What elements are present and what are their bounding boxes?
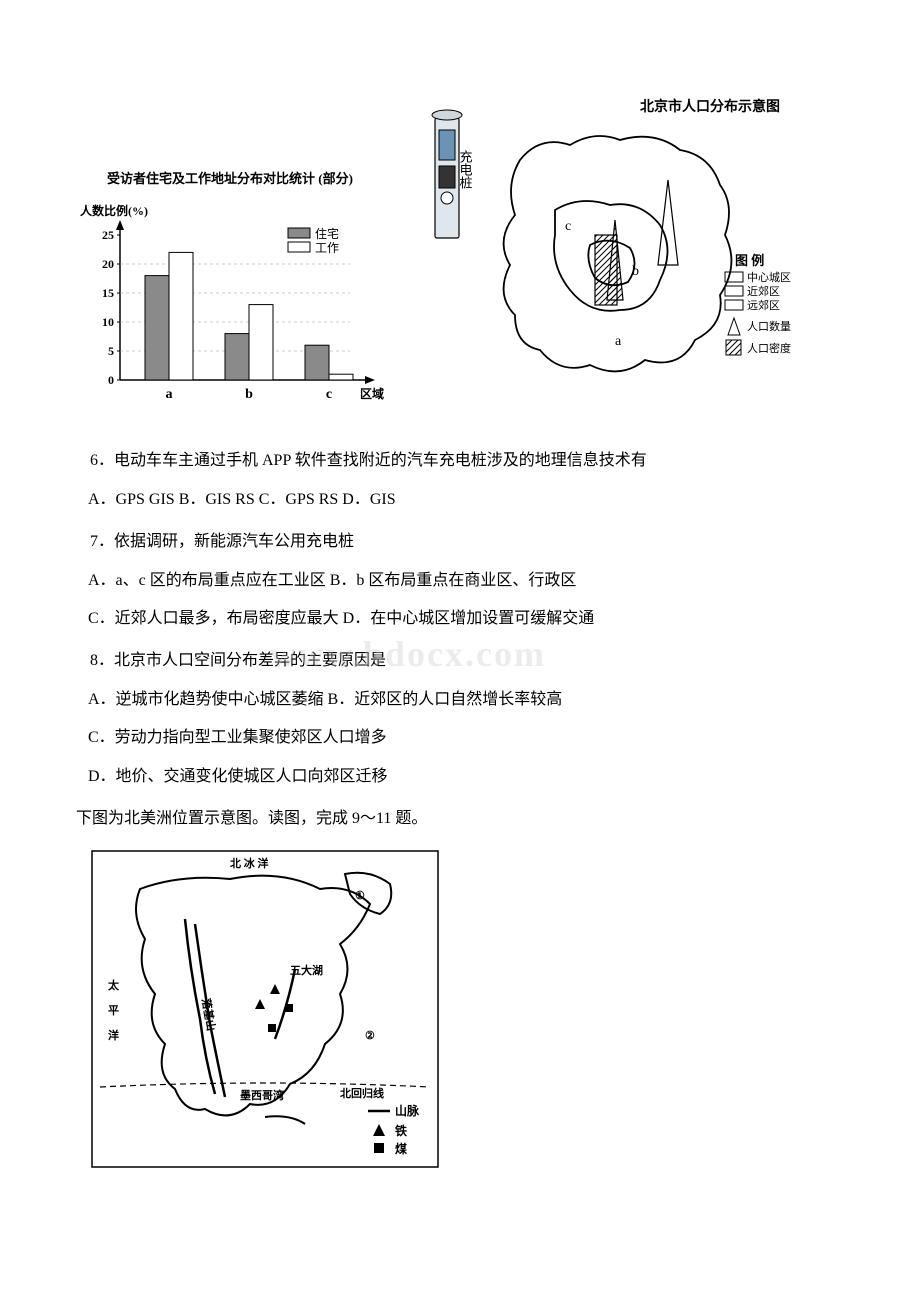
- svg-text:20: 20: [102, 257, 114, 271]
- svg-text:人口数量: 人口数量: [747, 320, 791, 333]
- svg-text:②: ②: [365, 1030, 375, 1042]
- bar-b-work: [249, 305, 273, 380]
- beijing-map-title: 北京市人口分布示意图: [640, 95, 780, 122]
- question-7-options-cd: C．近郊人口最多，布局密度应最大 D．在中心城区增加设置可缓解交通: [88, 604, 850, 634]
- question-6: 6．电动车车主通过手机 APP 软件查找附近的汽车充电桩涉及的地理信息技术有: [90, 446, 850, 476]
- question-7-options-ab: A．a、c 区的布局重点应在工业区 B．b 区布局重点在商业区、行政区: [88, 566, 850, 596]
- stem-9-11: 下图为北美洲位置示意图。读图，完成 9～11 题。: [76, 804, 850, 834]
- svg-text:图 例: 图 例: [735, 253, 764, 268]
- question-7: 7．依据调研，新能源汽车公用充电桩: [90, 527, 850, 557]
- svg-text:住宅: 住宅: [315, 226, 339, 241]
- svg-text:0: 0: [108, 373, 114, 387]
- north-america-map-container: 北 冰 洋 太 平 洋 ② ① 五大湖 墨西哥湾 北回归线 落基山 山脉 铁: [90, 849, 440, 1180]
- svg-text:15: 15: [102, 286, 114, 300]
- question-8: 8．北京市人口空间分布差异的主要原因是: [90, 646, 850, 676]
- question-8-options-ab: A．逆城市化趋势使中心城区萎缩 B．近郊区的人口自然增长率较高: [88, 685, 850, 715]
- svg-text:太: 太: [107, 978, 120, 992]
- svg-text:中心城区: 中心城区: [747, 271, 791, 284]
- question-6-options: A．GPS GIS B．GIS RS C．GPS RS D．GIS: [88, 485, 850, 515]
- beijing-map-svg: 充电桩 c b a: [420, 100, 800, 410]
- svg-text:充电桩: 充电桩: [458, 149, 473, 189]
- svg-text:近郊区: 近郊区: [747, 285, 780, 298]
- svg-text:五大湖: 五大湖: [290, 963, 323, 977]
- svg-text:工作: 工作: [315, 241, 339, 255]
- svg-text:北 冰 洋: 北 冰 洋: [230, 856, 269, 870]
- figure-row: 受访者住宅及工作地址分布对比统计 (部分) 人数比例(%) 0 5 10 15 …: [70, 100, 850, 421]
- charging-pile-inset: 充电桩: [432, 110, 473, 238]
- na-map-legend: 山脉 铁 煤: [368, 1103, 420, 1156]
- bar-chart-title: 受访者住宅及工作地址分布对比统计 (部分): [70, 167, 390, 192]
- svg-text:5: 5: [108, 344, 114, 358]
- svg-text:山脉: 山脉: [395, 1103, 420, 1118]
- svg-text:墨西哥湾: 墨西哥湾: [240, 1088, 284, 1102]
- svg-text:b: b: [245, 387, 253, 402]
- svg-text:人口密度: 人口密度: [747, 341, 791, 355]
- bar-c-home: [305, 345, 329, 380]
- svg-text:①: ①: [355, 890, 365, 902]
- svg-text:c: c: [326, 387, 332, 402]
- bar-chart-container: 受访者住宅及工作地址分布对比统计 (部分) 人数比例(%) 0 5 10 15 …: [70, 167, 390, 421]
- svg-text:平: 平: [108, 1004, 119, 1017]
- question-8-option-d: D．地价、交通变化使城区人口向郊区迁移: [88, 762, 850, 792]
- bar-chart-legend: 住宅 工作: [285, 225, 360, 257]
- bar-chart-svg: 人数比例(%) 0 5 10 15 20 25: [70, 200, 390, 410]
- bar-a-home: [145, 276, 169, 380]
- svg-text:a: a: [615, 334, 622, 349]
- svg-text:远郊区: 远郊区: [747, 299, 780, 312]
- svg-text:25: 25: [102, 228, 114, 242]
- svg-text:c: c: [565, 219, 571, 234]
- svg-text:a: a: [166, 387, 173, 402]
- svg-text:洋: 洋: [108, 1028, 119, 1042]
- svg-text:北回归线: 北回归线: [340, 1086, 384, 1100]
- svg-text:b: b: [632, 264, 639, 279]
- bar-a-work: [169, 252, 193, 380]
- y-axis-label: 人数比例(%): [80, 203, 148, 218]
- bar-c-work: [329, 374, 353, 380]
- svg-text:煤: 煤: [395, 1141, 407, 1156]
- beijing-map-container: 北京市人口分布示意图 充电桩: [420, 100, 800, 421]
- svg-text:10: 10: [102, 315, 114, 329]
- beijing-map-legend: 图 例 中心城区 近郊区 远郊区 人口数量 人口密度: [725, 253, 791, 355]
- svg-text:区域: 区域: [360, 386, 384, 401]
- svg-text:铁: 铁: [395, 1123, 407, 1138]
- north-america-map-svg: 北 冰 洋 太 平 洋 ② ① 五大湖 墨西哥湾 北回归线 落基山 山脉 铁: [90, 849, 440, 1169]
- bar-b-home: [225, 334, 249, 380]
- question-8-option-c: C．劳动力指向型工业集聚使郊区人口增多: [88, 723, 850, 753]
